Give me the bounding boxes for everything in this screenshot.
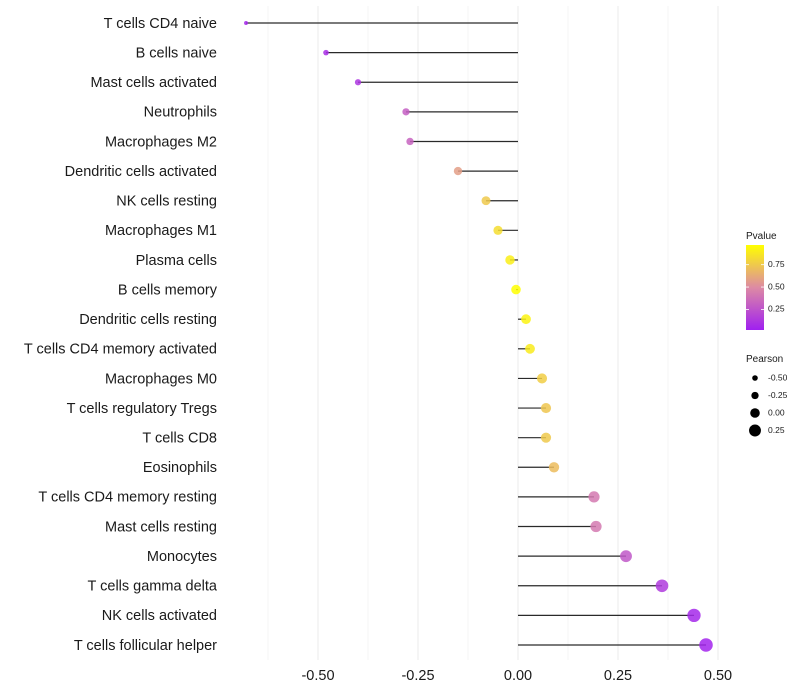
x-tick-label: 0.50	[704, 668, 732, 684]
x-axis-labels: -0.50 -0.25 0.00 0.25 0.50	[301, 668, 732, 684]
y-tick-label: Neutrophils	[144, 105, 217, 121]
gridlines	[267, 6, 719, 660]
y-tick-label: Mast cells resting	[105, 519, 217, 535]
y-tick-label: Mast cells activated	[90, 75, 217, 91]
lollipop-point	[590, 520, 602, 533]
y-tick-label: Macrophages M1	[105, 223, 217, 239]
lollipop-point	[481, 196, 491, 206]
pvalue-colorbar	[746, 245, 764, 330]
size-legend-key	[752, 375, 758, 381]
y-tick-label: Monocytes	[147, 549, 217, 565]
pearson-legend: Pearson -0.50 -0.25 0.00 0.25	[746, 354, 788, 437]
x-tick-label: -0.50	[301, 668, 334, 684]
y-tick-label: Dendritic cells resting	[79, 312, 217, 328]
lollipop-point	[655, 579, 669, 593]
lollipop-point	[406, 137, 414, 146]
y-tick-label: T cells CD4 memory resting	[38, 490, 217, 506]
lollipop-points	[244, 21, 713, 652]
x-tick-label: -0.25	[401, 668, 434, 684]
lollipop-point	[402, 108, 410, 116]
lollipop-point	[540, 402, 552, 414]
size-legend-label: 0.00	[768, 407, 785, 417]
lollipop-point	[687, 608, 701, 623]
pvalue-legend-title: Pvalue	[746, 231, 777, 242]
colorbar-tick-label: 0.50	[768, 281, 785, 291]
lollipop-point	[536, 373, 548, 384]
y-tick-label: B cells naive	[136, 45, 217, 61]
lollipop-point	[548, 462, 560, 473]
y-tick-label: T cells regulatory Tregs	[67, 401, 217, 417]
size-legend-key	[749, 424, 761, 437]
size-legend-key	[750, 408, 760, 418]
lollipop-point	[354, 79, 362, 86]
y-tick-label: NK cells activated	[102, 608, 217, 624]
y-tick-label: NK cells resting	[116, 194, 217, 210]
y-axis-labels: T cells CD4 naive B cells naive Mast cells…	[24, 16, 218, 654]
y-tick-label: T cells CD4 naive	[104, 16, 217, 32]
lollipop-point	[323, 49, 329, 56]
y-tick-label: T cells follicular helper	[74, 638, 217, 654]
x-tick-label: 0.25	[604, 668, 632, 684]
y-tick-label: T cells CD4 memory activated	[24, 342, 217, 358]
colorbar-tick-label: 0.25	[768, 304, 785, 314]
lollipop-point	[540, 432, 552, 443]
y-tick-label: Macrophages M0	[105, 371, 217, 387]
size-legend-label: 0.25	[768, 425, 785, 435]
lollipop-point	[620, 550, 632, 563]
size-legend-label: -0.50	[768, 372, 788, 382]
pvalue-legend: Pvalue 0.25 0.50 0.75	[746, 231, 785, 330]
size-legend-label: -0.25	[768, 390, 788, 400]
lollipop-point	[511, 284, 521, 295]
lollipop-stems	[246, 22, 706, 646]
lollipop-point	[588, 491, 600, 503]
y-tick-label: Eosinophils	[143, 460, 217, 476]
y-tick-label: T cells CD8	[142, 430, 217, 446]
lollipop-point	[505, 255, 515, 265]
x-tick-label: 0.00	[504, 668, 532, 684]
y-tick-label: Plasma cells	[136, 253, 217, 269]
lollipop-point	[244, 21, 248, 25]
lollipop-point	[699, 638, 713, 652]
colorbar-tick-label: 0.75	[768, 259, 785, 269]
lollipop-point	[521, 314, 531, 325]
lollipop-point	[493, 225, 503, 235]
size-legend-key	[751, 391, 759, 400]
y-tick-label: B cells memory	[118, 282, 218, 298]
lollipop-point	[453, 166, 463, 176]
y-tick-label: T cells gamma delta	[88, 579, 218, 595]
y-tick-label: Dendritic cells activated	[65, 164, 217, 180]
pearson-legend-title: Pearson	[746, 354, 783, 365]
y-tick-label: Macrophages M2	[105, 134, 217, 150]
lollipop-point	[525, 343, 535, 354]
